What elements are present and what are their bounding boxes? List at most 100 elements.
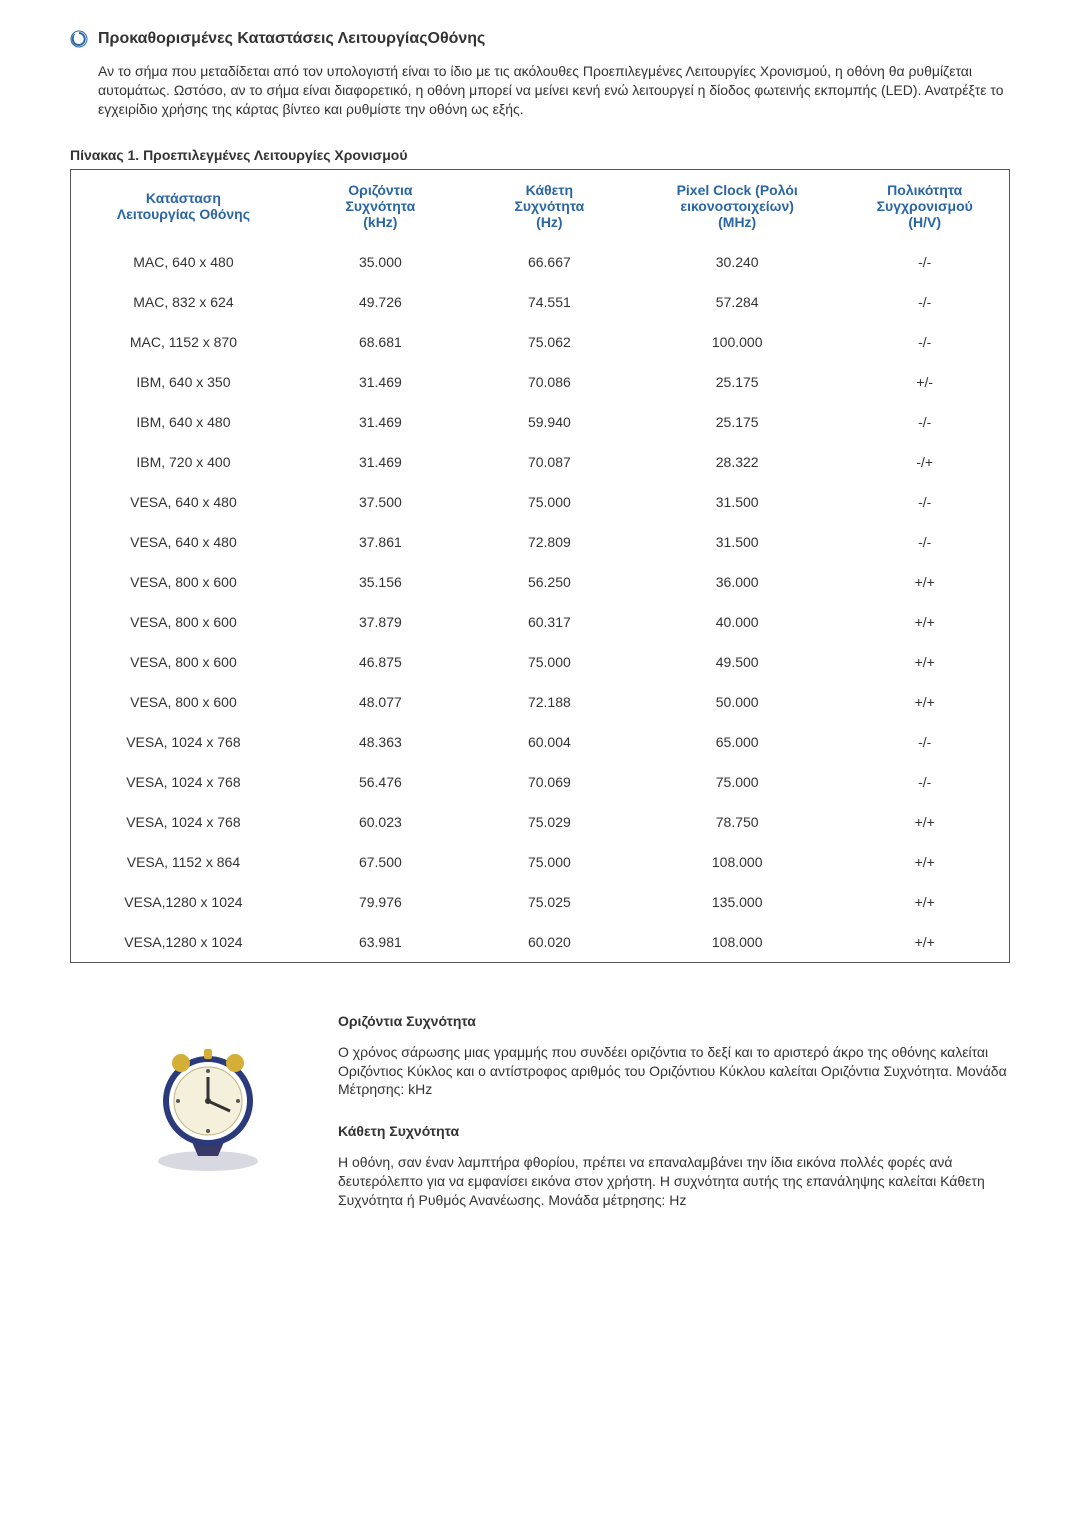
table-cell: VESA, 1152 x 864 bbox=[71, 842, 296, 882]
table-cell: 50.000 bbox=[634, 682, 841, 722]
table-cell: 60.317 bbox=[465, 602, 634, 642]
intro-paragraph: Αν το σήμα που μεταδίδεται από τον υπολο… bbox=[98, 62, 1010, 119]
table-cell: 49.726 bbox=[296, 282, 465, 322]
clock-illustration bbox=[98, 1013, 318, 1210]
table-cell: +/+ bbox=[840, 802, 1009, 842]
table-cell: 57.284 bbox=[634, 282, 841, 322]
info-heading: Κάθετη Συχνότητα bbox=[338, 1123, 1010, 1139]
table-cell: +/+ bbox=[840, 682, 1009, 722]
table-cell: VESA,1280 x 1024 bbox=[71, 922, 296, 963]
table-cell: 31.469 bbox=[296, 362, 465, 402]
table-cell: 31.469 bbox=[296, 442, 465, 482]
table-cell: 72.809 bbox=[465, 522, 634, 562]
table-cell: +/+ bbox=[840, 882, 1009, 922]
table-row: IBM, 640 x 35031.46970.08625.175+/- bbox=[71, 362, 1010, 402]
table-cell: +/+ bbox=[840, 562, 1009, 602]
table-cell: 60.020 bbox=[465, 922, 634, 963]
table-cell: 79.976 bbox=[296, 882, 465, 922]
table-cell: 48.363 bbox=[296, 722, 465, 762]
table-row: IBM, 720 x 40031.46970.08728.322-/+ bbox=[71, 442, 1010, 482]
table-row: VESA, 640 x 48037.86172.80931.500-/- bbox=[71, 522, 1010, 562]
timing-modes-table: Κατάσταση Λειτουργίας Οθόνης Οριζόντια Σ… bbox=[70, 169, 1010, 963]
table-row: MAC, 1152 x 87068.68175.062100.000-/- bbox=[71, 322, 1010, 362]
table-cell: 25.175 bbox=[634, 362, 841, 402]
info-heading: Οριζόντια Συχνότητα bbox=[338, 1013, 1010, 1029]
table-cell: 35.000 bbox=[296, 242, 465, 282]
table-cell: 135.000 bbox=[634, 882, 841, 922]
table-cell: 70.087 bbox=[465, 442, 634, 482]
table-cell: VESA, 800 x 600 bbox=[71, 642, 296, 682]
table-cell: 75.000 bbox=[465, 482, 634, 522]
table-cell: 25.175 bbox=[634, 402, 841, 442]
table-cell: 70.086 bbox=[465, 362, 634, 402]
table-cell: 56.476 bbox=[296, 762, 465, 802]
table-cell: -/- bbox=[840, 242, 1009, 282]
table-cell: VESA,1280 x 1024 bbox=[71, 882, 296, 922]
table-cell: 75.000 bbox=[465, 842, 634, 882]
table-cell: VESA, 640 x 480 bbox=[71, 482, 296, 522]
table-cell: +/+ bbox=[840, 842, 1009, 882]
table-cell: IBM, 640 x 480 bbox=[71, 402, 296, 442]
table-row: VESA, 1152 x 86467.50075.000108.000+/+ bbox=[71, 842, 1010, 882]
refresh-icon bbox=[70, 30, 88, 48]
table-row: VESA, 1024 x 76860.02375.02978.750+/+ bbox=[71, 802, 1010, 842]
table-cell: 75.062 bbox=[465, 322, 634, 362]
table-cell: -/- bbox=[840, 322, 1009, 362]
table-cell: -/- bbox=[840, 402, 1009, 442]
table-cell: 37.879 bbox=[296, 602, 465, 642]
table-cell: +/+ bbox=[840, 602, 1009, 642]
table-cell: 66.667 bbox=[465, 242, 634, 282]
table-cell: VESA, 1024 x 768 bbox=[71, 802, 296, 842]
info-text-column: Οριζόντια Συχνότητα Ο χρόνος σάρωσης μια… bbox=[318, 1013, 1010, 1210]
table-cell: 59.940 bbox=[465, 402, 634, 442]
table-cell: MAC, 832 x 624 bbox=[71, 282, 296, 322]
table-cell: 35.156 bbox=[296, 562, 465, 602]
table-cell: -/+ bbox=[840, 442, 1009, 482]
table-cell: 67.500 bbox=[296, 842, 465, 882]
table-cell: VESA, 800 x 600 bbox=[71, 562, 296, 602]
table-cell: 78.750 bbox=[634, 802, 841, 842]
table-cell: 65.000 bbox=[634, 722, 841, 762]
table-cell: 36.000 bbox=[634, 562, 841, 602]
table-row: VESA,1280 x 102463.98160.020108.000+/+ bbox=[71, 922, 1010, 963]
table-cell: +/+ bbox=[840, 922, 1009, 963]
col-header: Κατάσταση Λειτουργίας Οθόνης bbox=[71, 169, 296, 242]
table-cell: -/- bbox=[840, 722, 1009, 762]
col-header: Πολικότητα Συγχρονισμού (H/V) bbox=[840, 169, 1009, 242]
table-cell: 72.188 bbox=[465, 682, 634, 722]
table-cell: 75.029 bbox=[465, 802, 634, 842]
table-cell: IBM, 640 x 350 bbox=[71, 362, 296, 402]
section-header: Προκαθορισμένες Καταστάσεις ΛειτουργίαςΟ… bbox=[70, 30, 1010, 48]
table-cell: 37.861 bbox=[296, 522, 465, 562]
table-row: VESA, 1024 x 76856.47670.06975.000-/- bbox=[71, 762, 1010, 802]
section-title: Προκαθορισμένες Καταστάσεις ΛειτουργίαςΟ… bbox=[98, 30, 485, 48]
table-cell: 31.500 bbox=[634, 482, 841, 522]
table-cell: 108.000 bbox=[634, 842, 841, 882]
col-header: Κάθετη Συχνότητα (Hz) bbox=[465, 169, 634, 242]
table-cell: -/- bbox=[840, 762, 1009, 802]
table-cell: 40.000 bbox=[634, 602, 841, 642]
table-row: MAC, 640 x 48035.00066.66730.240-/- bbox=[71, 242, 1010, 282]
table-cell: -/- bbox=[840, 282, 1009, 322]
table-cell: 46.875 bbox=[296, 642, 465, 682]
table-row: VESA,1280 x 102479.97675.025135.000+/+ bbox=[71, 882, 1010, 922]
col-header: Οριζόντια Συχνότητα (kHz) bbox=[296, 169, 465, 242]
table-cell: 68.681 bbox=[296, 322, 465, 362]
table-cell: IBM, 720 x 400 bbox=[71, 442, 296, 482]
table-cell: 49.500 bbox=[634, 642, 841, 682]
table-cell: 31.469 bbox=[296, 402, 465, 442]
table-cell: 28.322 bbox=[634, 442, 841, 482]
table-row: VESA, 640 x 48037.50075.00031.500-/- bbox=[71, 482, 1010, 522]
table-cell: 100.000 bbox=[634, 322, 841, 362]
info-block: Οριζόντια Συχνότητα Ο χρόνος σάρωσης μια… bbox=[98, 1013, 1010, 1210]
info-paragraph: Η οθόνη, σαν έναν λαμπτήρα φθορίου, πρέπ… bbox=[338, 1153, 1010, 1210]
table-cell: 108.000 bbox=[634, 922, 841, 963]
table-row: VESA, 800 x 60035.15656.25036.000+/+ bbox=[71, 562, 1010, 602]
table-cell: 60.004 bbox=[465, 722, 634, 762]
table-cell: 48.077 bbox=[296, 682, 465, 722]
table-caption: Πίνακας 1. Προεπιλεγμένες Λειτουργίες Χρ… bbox=[70, 147, 1010, 163]
table-cell: 37.500 bbox=[296, 482, 465, 522]
info-paragraph: Ο χρόνος σάρωσης μιας γραμμής που συνδέε… bbox=[338, 1043, 1010, 1100]
col-header: Pixel Clock (Ρολόι εικονοστοιχείων) (MHz… bbox=[634, 169, 841, 242]
table-cell: 60.023 bbox=[296, 802, 465, 842]
